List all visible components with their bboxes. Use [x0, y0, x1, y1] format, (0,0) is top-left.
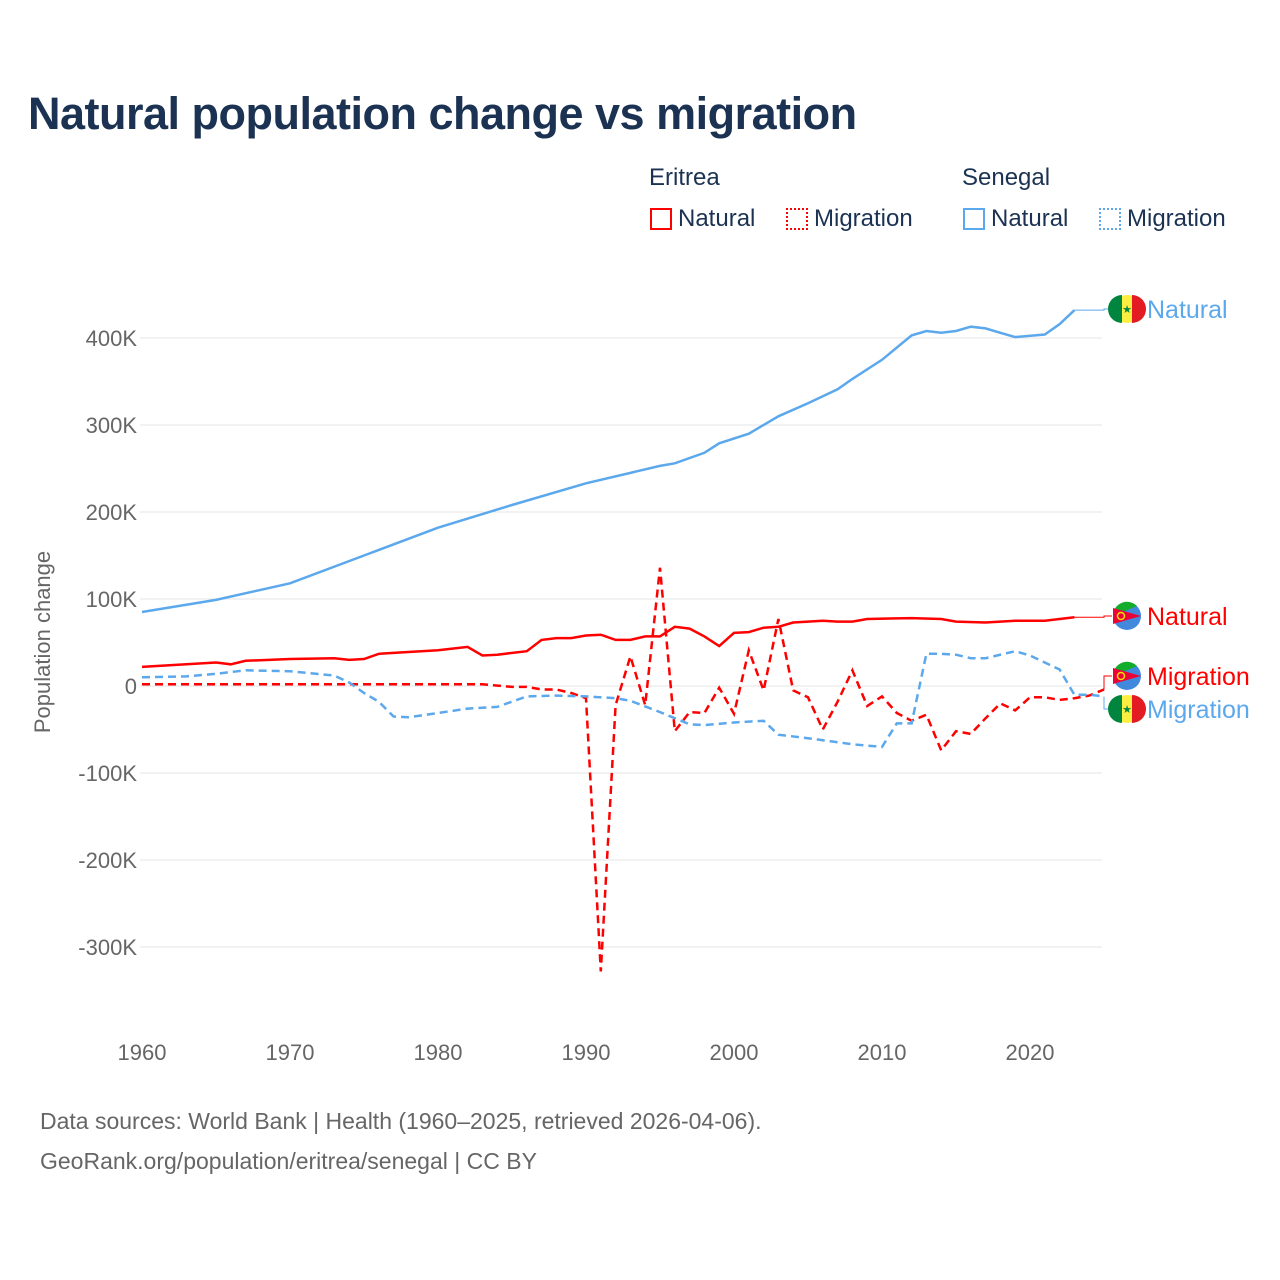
legend-swatch [963, 208, 985, 230]
legend-eritrea-migration[interactable]: Migration [786, 205, 913, 233]
y-tick-label: -100K [78, 761, 137, 786]
legend-label: Migration [1127, 205, 1226, 232]
legend-swatch [650, 208, 672, 230]
x-tick-label: 2020 [1006, 1040, 1055, 1065]
series-end-label: Natural [1147, 603, 1228, 631]
legend-senegal-natural[interactable]: Natural [963, 205, 1068, 233]
x-tick-label: 1960 [118, 1040, 167, 1065]
flag-stripe [1132, 695, 1146, 723]
legend-label: Natural [991, 205, 1069, 232]
legend-senegal-migration[interactable]: Migration [1099, 205, 1226, 233]
legend-label: Migration [814, 205, 913, 232]
legend-group-senegal: Senegal [962, 164, 1051, 191]
series-end-label: Migration [1147, 696, 1250, 724]
flag-emblem [1116, 671, 1126, 681]
label-connector [1074, 308, 1112, 311]
x-tick-label: 2010 [858, 1040, 907, 1065]
legend-swatch [786, 208, 808, 230]
y-tick-label: -200K [78, 848, 137, 873]
flag-star: ★ [1122, 304, 1132, 316]
x-tick-label: 1990 [562, 1040, 611, 1065]
series-line-senegal-migration [141, 649, 1105, 749]
y-tick-label: 100K [86, 587, 138, 612]
chart-title: Natural population change vs migration [28, 88, 857, 139]
footer-sources: Data sources: World Bank | Health (1960–… [40, 1108, 762, 1134]
series-line-senegal-natural [141, 309, 1076, 614]
label-connector [1074, 615, 1112, 618]
x-tick-label: 2000 [710, 1040, 759, 1065]
series-end-label: Migration [1147, 663, 1250, 691]
y-tick-label: 300K [86, 413, 138, 438]
y-axis-label: Population change [30, 551, 55, 733]
legend-label: Natural [678, 205, 756, 232]
legend-group-eritrea: Eritrea [649, 164, 720, 191]
y-tick-label: 400K [86, 326, 138, 351]
series-end-label: Natural [1147, 296, 1228, 324]
x-tick-label: 1970 [266, 1040, 315, 1065]
flag-stripe [1108, 695, 1122, 723]
y-tick-label: 200K [86, 500, 138, 525]
footer-url[interactable]: GeoRank.org/population/eritrea/senegal |… [40, 1148, 537, 1174]
y-tick-label: 0 [125, 674, 137, 699]
series-line-eritrea-migration [142, 567, 1105, 972]
label-connector [1103, 675, 1112, 690]
flag-stripe [1132, 295, 1146, 323]
legend-swatch [1099, 208, 1121, 230]
series-line-eritrea-natural [141, 616, 1075, 669]
flag-star: ★ [1122, 704, 1132, 716]
legend-eritrea-natural[interactable]: Natural [650, 205, 755, 233]
flag-emblem [1116, 611, 1126, 621]
x-tick-label: 1980 [414, 1040, 463, 1065]
y-tick-label: -300K [78, 935, 137, 960]
flag-stripe [1108, 295, 1122, 323]
